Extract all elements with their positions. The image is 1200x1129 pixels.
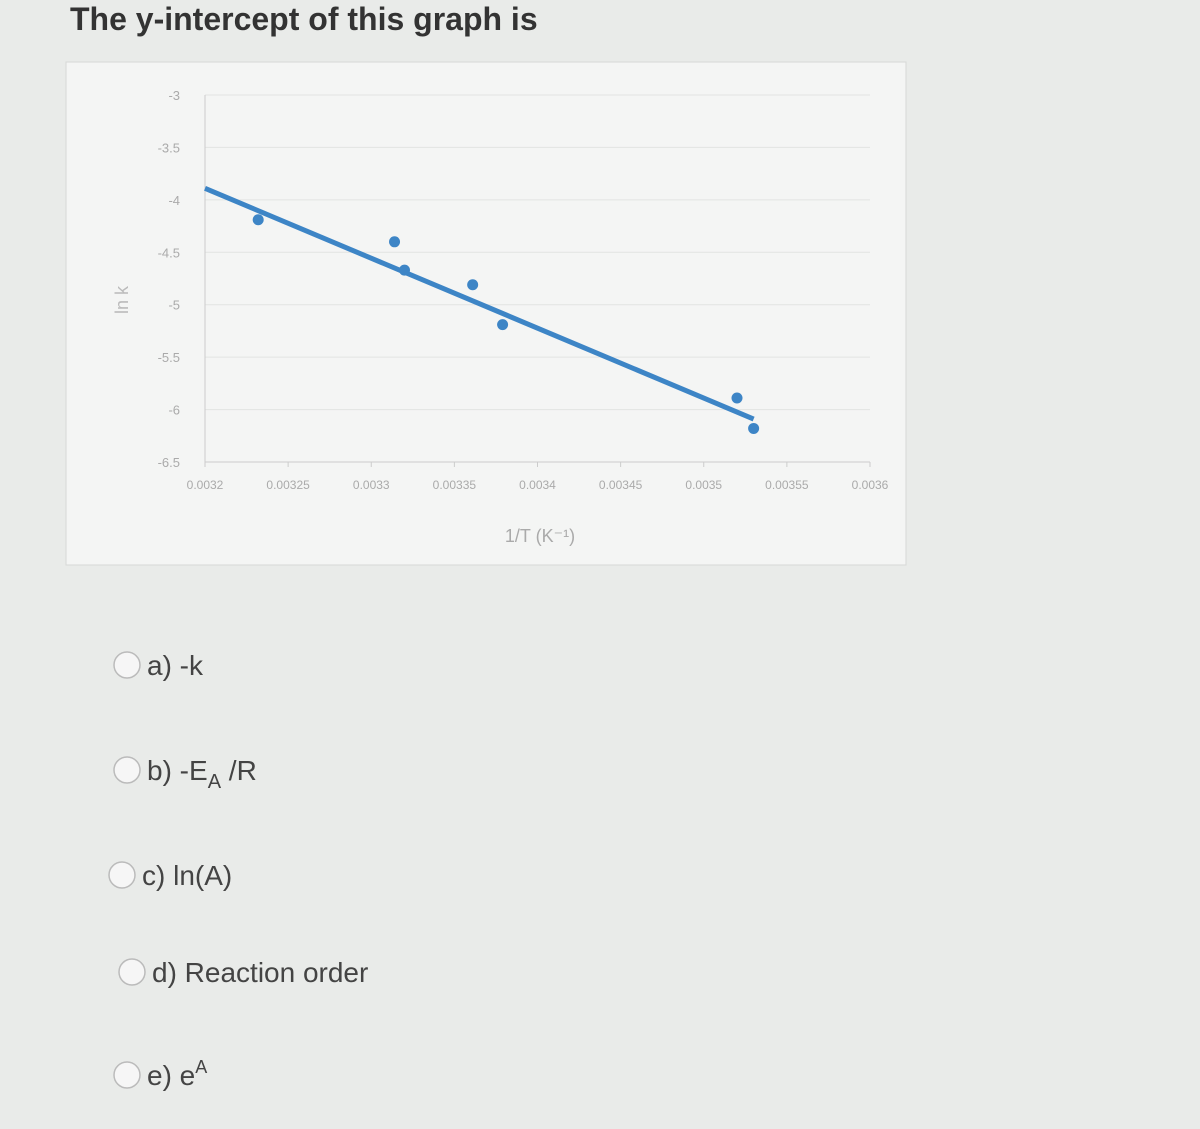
radio-button[interactable] [113,756,141,784]
option-label[interactable]: b) -EA /R [147,755,257,793]
option-text: d) Reaction order [152,957,368,988]
x-axis-label: 1/T (K⁻¹) [505,526,575,546]
x-tick-label: 0.00345 [599,478,643,492]
trendline [204,186,755,422]
option-text: e) e [147,1060,195,1091]
x-tick-label: 0.0035 [685,478,722,492]
radio-button[interactable] [113,651,141,679]
x-tick-label: 0.0032 [187,478,224,492]
x-tick-label: 0.0033 [353,478,390,492]
y-tick-label: -6 [168,403,180,418]
y-tick-label: -6.5 [158,455,180,470]
point [399,264,410,276]
option-text: a) -k [147,650,204,681]
radio-button[interactable] [113,1061,141,1089]
y-tick-label: -5 [168,298,180,313]
point [389,236,401,248]
point [731,392,743,404]
point [497,319,509,331]
option-label[interactable]: a) -k [147,650,204,681]
y-tick-label: -3 [168,88,180,103]
option-text: b) -E [147,755,208,786]
x-tick-label: 0.0036 [852,478,889,492]
x-tick-label: 0.00325 [266,478,310,492]
x-tick-label: 0.00355 [765,478,809,492]
y-axis-label: ln k [112,285,132,314]
option-label[interactable]: e) eA [147,1057,207,1091]
option-label[interactable]: c) ln(A) [142,860,232,891]
chart-frame [65,61,907,566]
option-text: A [195,1057,207,1077]
option-text: A [208,771,222,793]
x-tick-label: 0.00335 [433,478,477,492]
option-text: c) ln(A) [142,860,232,891]
y-tick-label: -4 [168,193,180,208]
option-label[interactable]: d) Reaction order [152,957,368,988]
option-text: /R [221,755,257,786]
radio-button[interactable] [118,958,146,986]
point [252,214,264,226]
y-tick-label: -5.5 [158,350,180,365]
question: The y-intercept of this graph is [70,1,538,37]
y-tick-label: -3.5 [158,140,180,155]
point [748,422,760,434]
point [467,279,479,291]
radio-button[interactable] [108,861,136,889]
y-tick-label: -4.5 [158,245,180,260]
x-tick-label: 0.0034 [519,478,556,492]
